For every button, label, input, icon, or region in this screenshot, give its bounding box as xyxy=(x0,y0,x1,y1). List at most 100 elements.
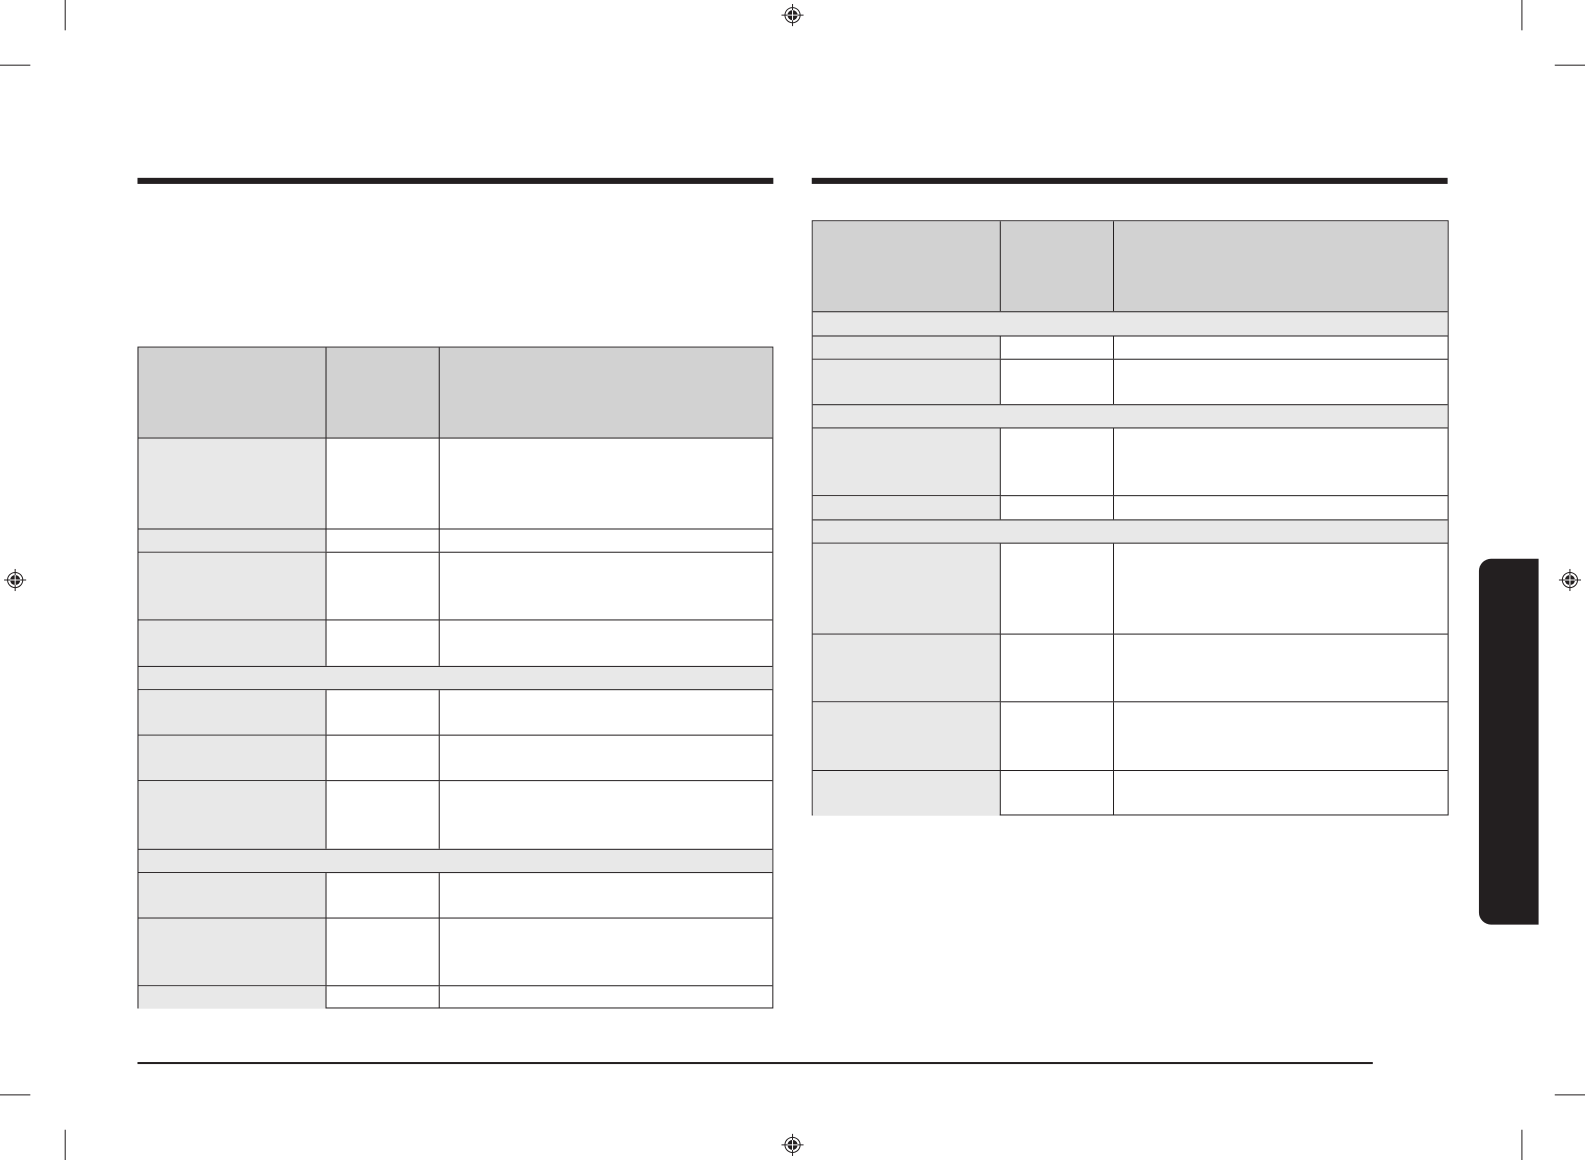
table-cell xyxy=(999,336,1113,359)
table-cell xyxy=(438,529,773,552)
registration-mark-icon xyxy=(4,568,27,592)
table-cell xyxy=(325,918,439,986)
crop-mark xyxy=(0,64,31,66)
table-cell xyxy=(999,496,1113,520)
table-row xyxy=(138,528,773,552)
header-cell xyxy=(138,347,326,438)
right-section-rule xyxy=(811,177,1448,184)
table-cell xyxy=(999,702,1113,771)
table-cell xyxy=(138,986,326,1009)
table-row xyxy=(138,551,773,620)
table-cell xyxy=(812,428,1000,496)
crop-mark xyxy=(1554,64,1585,66)
table-cell xyxy=(138,735,326,781)
table-section-row xyxy=(138,665,773,690)
table-cell xyxy=(325,552,439,620)
table-cell xyxy=(138,781,326,849)
table-section-row xyxy=(138,848,773,873)
table-cell xyxy=(1113,702,1448,771)
chapter-tab xyxy=(1478,558,1539,925)
registration-mark-icon xyxy=(781,1133,804,1157)
crop-mark xyxy=(1521,0,1523,31)
table-cell xyxy=(812,634,1000,702)
right-table xyxy=(811,220,1449,816)
table-cell xyxy=(438,620,773,666)
table-row xyxy=(812,770,1448,816)
table-cell xyxy=(438,781,773,849)
table-cell xyxy=(999,428,1113,496)
table-cell xyxy=(325,529,439,552)
table-cell xyxy=(999,359,1113,405)
table-row xyxy=(138,619,773,666)
table-cell xyxy=(138,690,326,735)
table-cell xyxy=(999,634,1113,702)
table-row xyxy=(812,542,1448,634)
table-cell xyxy=(138,620,326,666)
table-cell xyxy=(812,496,1000,520)
table-cell xyxy=(812,336,1000,359)
crop-mark xyxy=(0,1094,31,1096)
table-cell xyxy=(1113,543,1448,634)
table-header-row xyxy=(812,221,1448,312)
footer-rule xyxy=(137,1062,1373,1065)
table-cell xyxy=(812,771,1000,816)
table-row xyxy=(812,701,1448,771)
table-cell xyxy=(999,771,1113,816)
table-cell xyxy=(325,438,439,529)
table-cell xyxy=(1113,336,1448,359)
table-cell xyxy=(438,552,773,620)
table-cell xyxy=(138,529,326,552)
table-row xyxy=(812,495,1448,520)
crop-mark xyxy=(1554,1094,1585,1096)
table-cell xyxy=(812,359,1000,405)
crop-mark xyxy=(64,1129,66,1160)
table-row xyxy=(138,780,773,849)
table-header-row xyxy=(138,347,773,438)
header-cell xyxy=(325,347,439,438)
registration-mark-icon xyxy=(1558,568,1582,592)
table-cell xyxy=(325,986,439,1009)
table-row xyxy=(138,985,773,1009)
table-cell xyxy=(325,873,439,918)
table-section-row xyxy=(812,311,1448,336)
header-cell xyxy=(438,347,773,438)
table-row xyxy=(138,734,773,781)
table-cell xyxy=(325,735,439,781)
table-cell xyxy=(138,873,326,918)
table-cell xyxy=(138,438,326,529)
left-table xyxy=(137,346,774,1009)
table-cell xyxy=(438,735,773,781)
table-cell xyxy=(138,552,326,620)
left-section-rule xyxy=(137,177,774,184)
table-cell xyxy=(1113,634,1448,702)
table-cell xyxy=(1113,771,1448,816)
table-row xyxy=(812,335,1448,359)
table-cell xyxy=(325,781,439,849)
table-row xyxy=(138,917,773,986)
table-cell xyxy=(325,620,439,666)
table-section-row xyxy=(812,404,1448,428)
crop-mark xyxy=(64,0,66,31)
header-cell xyxy=(999,221,1114,312)
registration-mark-icon xyxy=(781,4,804,27)
table-row xyxy=(138,689,773,735)
table-cell xyxy=(138,918,326,986)
table-row xyxy=(812,358,1448,405)
table-cell xyxy=(1113,496,1448,520)
table-cell xyxy=(1113,359,1448,405)
table-cell xyxy=(438,918,773,986)
header-cell xyxy=(1113,221,1448,312)
table-row xyxy=(138,872,773,918)
table-row xyxy=(138,437,773,529)
table-cell xyxy=(812,702,1000,771)
table-row xyxy=(812,427,1448,496)
crop-mark xyxy=(1521,1129,1523,1160)
table-cell xyxy=(438,986,773,1009)
table-cell xyxy=(1113,428,1448,496)
table-cell xyxy=(438,873,773,918)
table-row xyxy=(812,633,1448,702)
table-cell xyxy=(325,690,439,735)
header-cell xyxy=(812,221,1000,312)
table-cell xyxy=(438,438,773,529)
